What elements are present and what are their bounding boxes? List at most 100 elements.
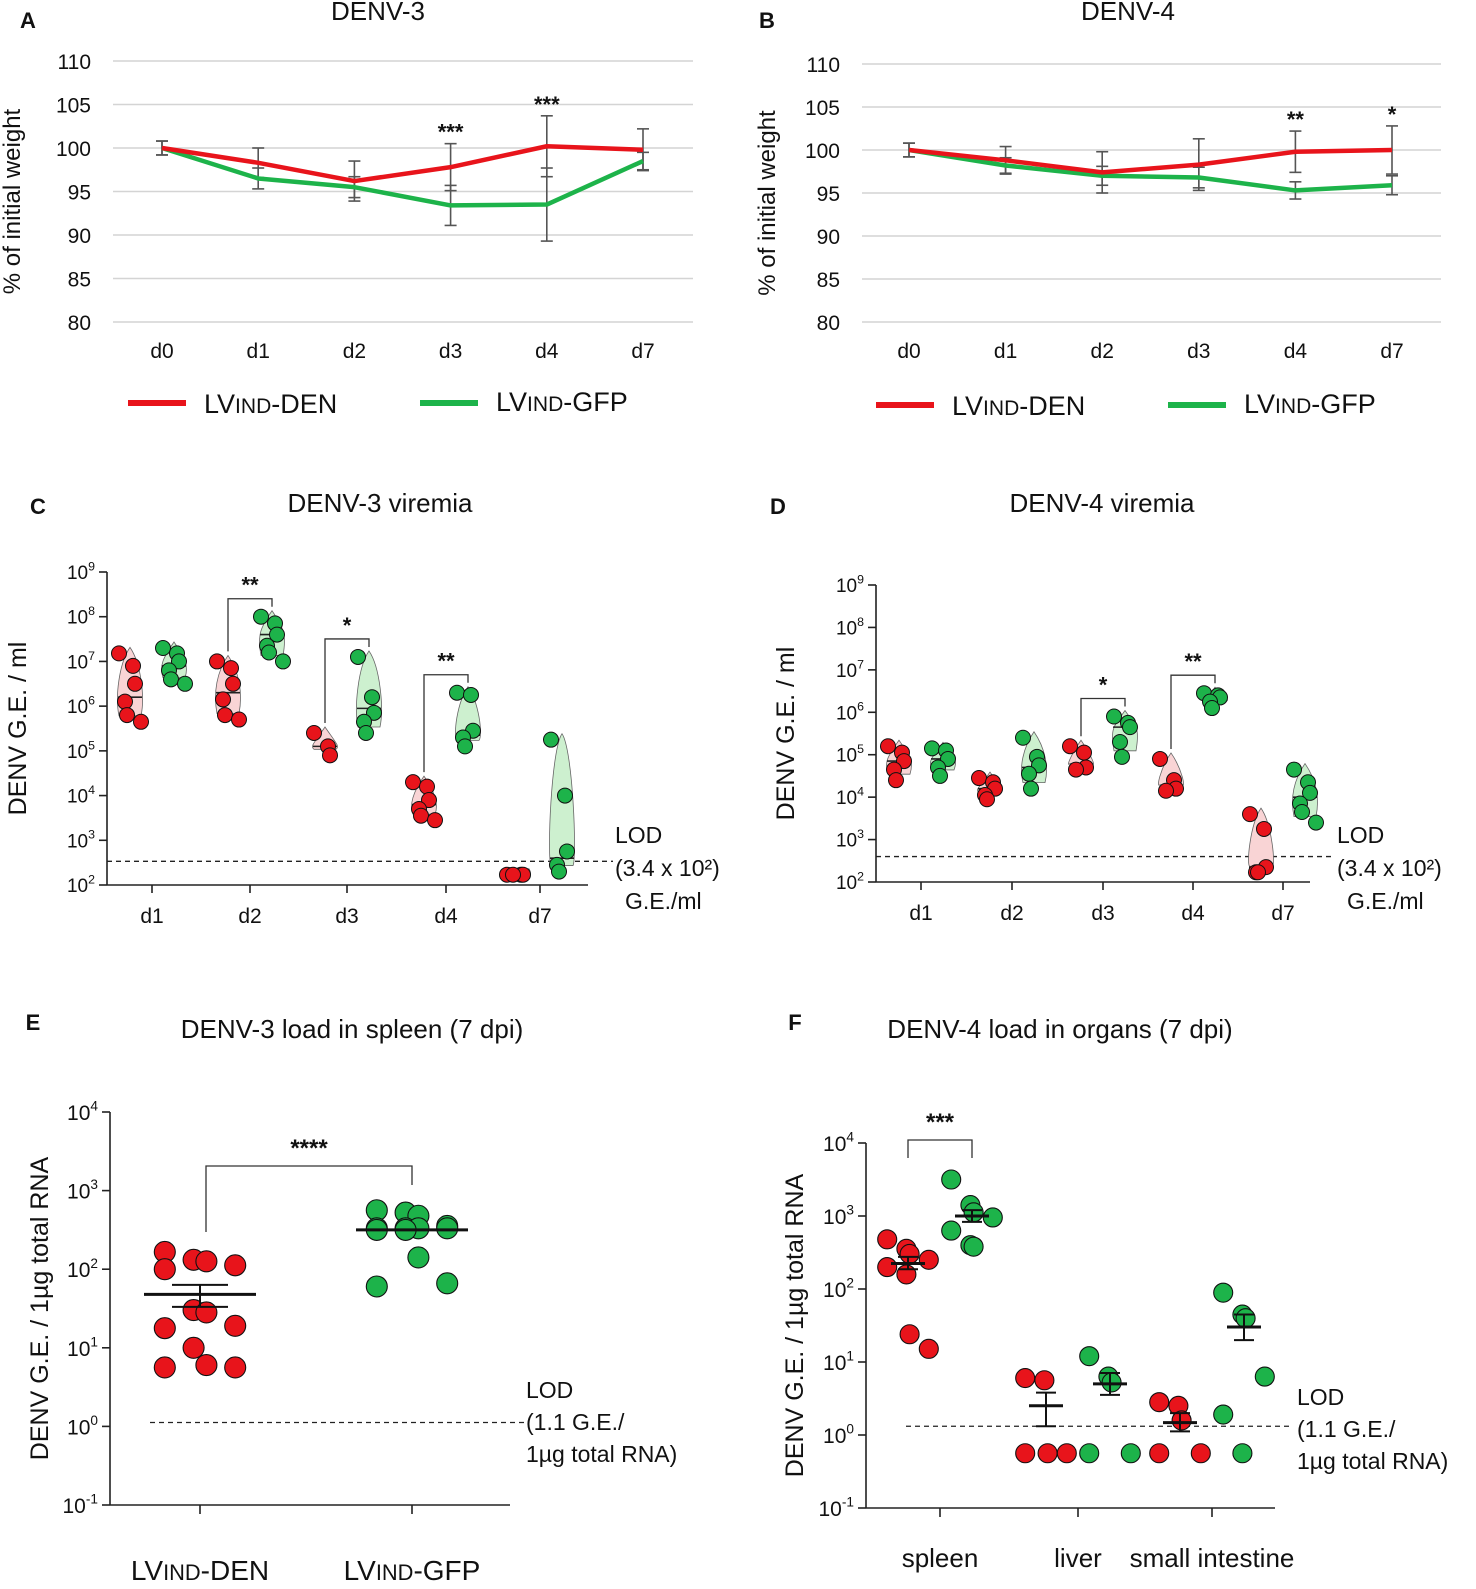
data-point [217,707,233,724]
panel-B: B DENV-4 80 85 90 95 100 105 110 d0 d1 d2 d3 d4 d7 % of… [754,0,1441,421]
significance-bracket [205,1165,413,1232]
series-line [161,145,644,208]
y-tick-label: 109 [67,559,95,584]
lod-label: G.E./ml [625,888,702,914]
x-tick-label: d3 [1187,340,1210,363]
x-tick-label: d2 [238,905,261,928]
data-point [505,866,521,883]
data-point [924,740,940,757]
x-tick-label: d4 [434,905,458,928]
data-point [1114,748,1130,765]
y-tick-label: 107 [836,657,864,682]
y-tick-label: 102 [823,1276,854,1302]
panel-letter: E [26,1010,41,1035]
legend-label: LVIND-GFP [1244,389,1376,419]
data-point [877,1229,898,1250]
data-point [364,689,380,706]
y-tick-label: 10-1 [63,1492,99,1518]
panel-letter: B [759,8,775,33]
data-point [223,660,239,677]
data-point [1254,1366,1275,1387]
data-point [127,675,143,692]
x-tick-label: d4 [1181,902,1205,925]
data-point [1037,1443,1058,1464]
data-point [171,653,187,670]
y-tick-label: 100 [67,1413,98,1439]
significance-bracket [1080,697,1126,737]
data-point [182,1336,205,1359]
data-point [979,791,995,808]
panel-E: E DENV-3 load in spleen (7 dpi) 10-1 100 101… [26,1010,678,1586]
data-point [215,691,231,708]
y-axis-label: % of initial weight [754,110,781,296]
y-tick-label: 108 [836,615,864,640]
x-tick-label: d1 [994,340,1017,363]
data-point [177,675,193,692]
significance-bracket [907,1139,973,1158]
data-point [1015,729,1031,746]
data-point [888,772,904,789]
significance-bracket [324,638,370,723]
chart-title: DENV-4 [1081,0,1175,26]
y-tick-label: 103 [67,828,95,853]
data-point [195,1354,218,1377]
data-point [963,1202,984,1223]
y-tick-label: 106 [836,700,864,725]
lod-label: (1.1 G.E./ [526,1409,625,1435]
series-line [908,147,1393,175]
data-point [253,608,269,625]
data-point [275,653,291,670]
panel-C: C DENV-3 viremia 102 103 104 105 106 107 108 109 d… [4,488,720,928]
panel-A: A DENV-3 80 85 90 95 100 105 110 d0 d1 d2 d3 d4 d7 % of… [0,0,693,419]
lod-label: LOD [615,822,662,848]
data-point [543,731,559,748]
legend-label: LVIND-DEN [204,389,337,419]
data-point [1149,1392,1170,1413]
y-tick-label: 100 [56,138,91,161]
lod-label: LOD [1337,822,1384,848]
panel-F: F DENV-4 load in organs (7 dpi) 10-1 100 101… [781,1010,1448,1573]
x-tick-label: LVIND-GFP [344,1555,481,1586]
data-point [1106,708,1122,725]
chart-title: DENV-3 load in spleen (7 dpi) [181,1014,524,1044]
y-axis-label: DENV G.E. / ml [772,647,800,821]
data-point [117,693,133,710]
data-point [1056,1443,1077,1464]
data-point [1062,738,1078,755]
series-line [908,147,1393,193]
chart-title: DENV-3 [331,0,425,26]
lod-label: 1µg total RNA) [526,1441,677,1467]
data-point [1286,761,1302,778]
data-point [358,724,374,741]
y-tick-label: 80 [68,312,91,335]
data-point [1015,1368,1036,1389]
data-point [413,807,429,824]
data-point [1023,780,1039,797]
x-tick-label: d1 [140,905,163,928]
y-tick-label: 107 [67,649,95,674]
significance-label: *** [438,120,464,145]
x-tick-label: d4 [535,340,559,363]
data-point [436,1272,459,1295]
x-tick-label: d3 [1091,902,1114,925]
data-point [225,675,241,692]
y-tick-label: 85 [817,269,840,292]
data-point [1076,744,1092,761]
data-point [125,657,141,674]
data-point [463,686,479,703]
y-tick-label: 102 [836,869,864,894]
data-point [963,1236,984,1257]
x-tick-label: d2 [1000,902,1023,925]
data-point [365,1275,388,1298]
data-point [322,747,338,764]
data-point [427,812,443,829]
x-tick-label: liver [1054,1543,1102,1573]
data-point [1158,782,1174,799]
significance-label: ** [241,573,259,598]
data-point [557,787,573,804]
data-point [224,1314,247,1337]
data-point [932,767,948,784]
y-tick-label: 80 [817,312,840,335]
data-point [1068,761,1084,778]
